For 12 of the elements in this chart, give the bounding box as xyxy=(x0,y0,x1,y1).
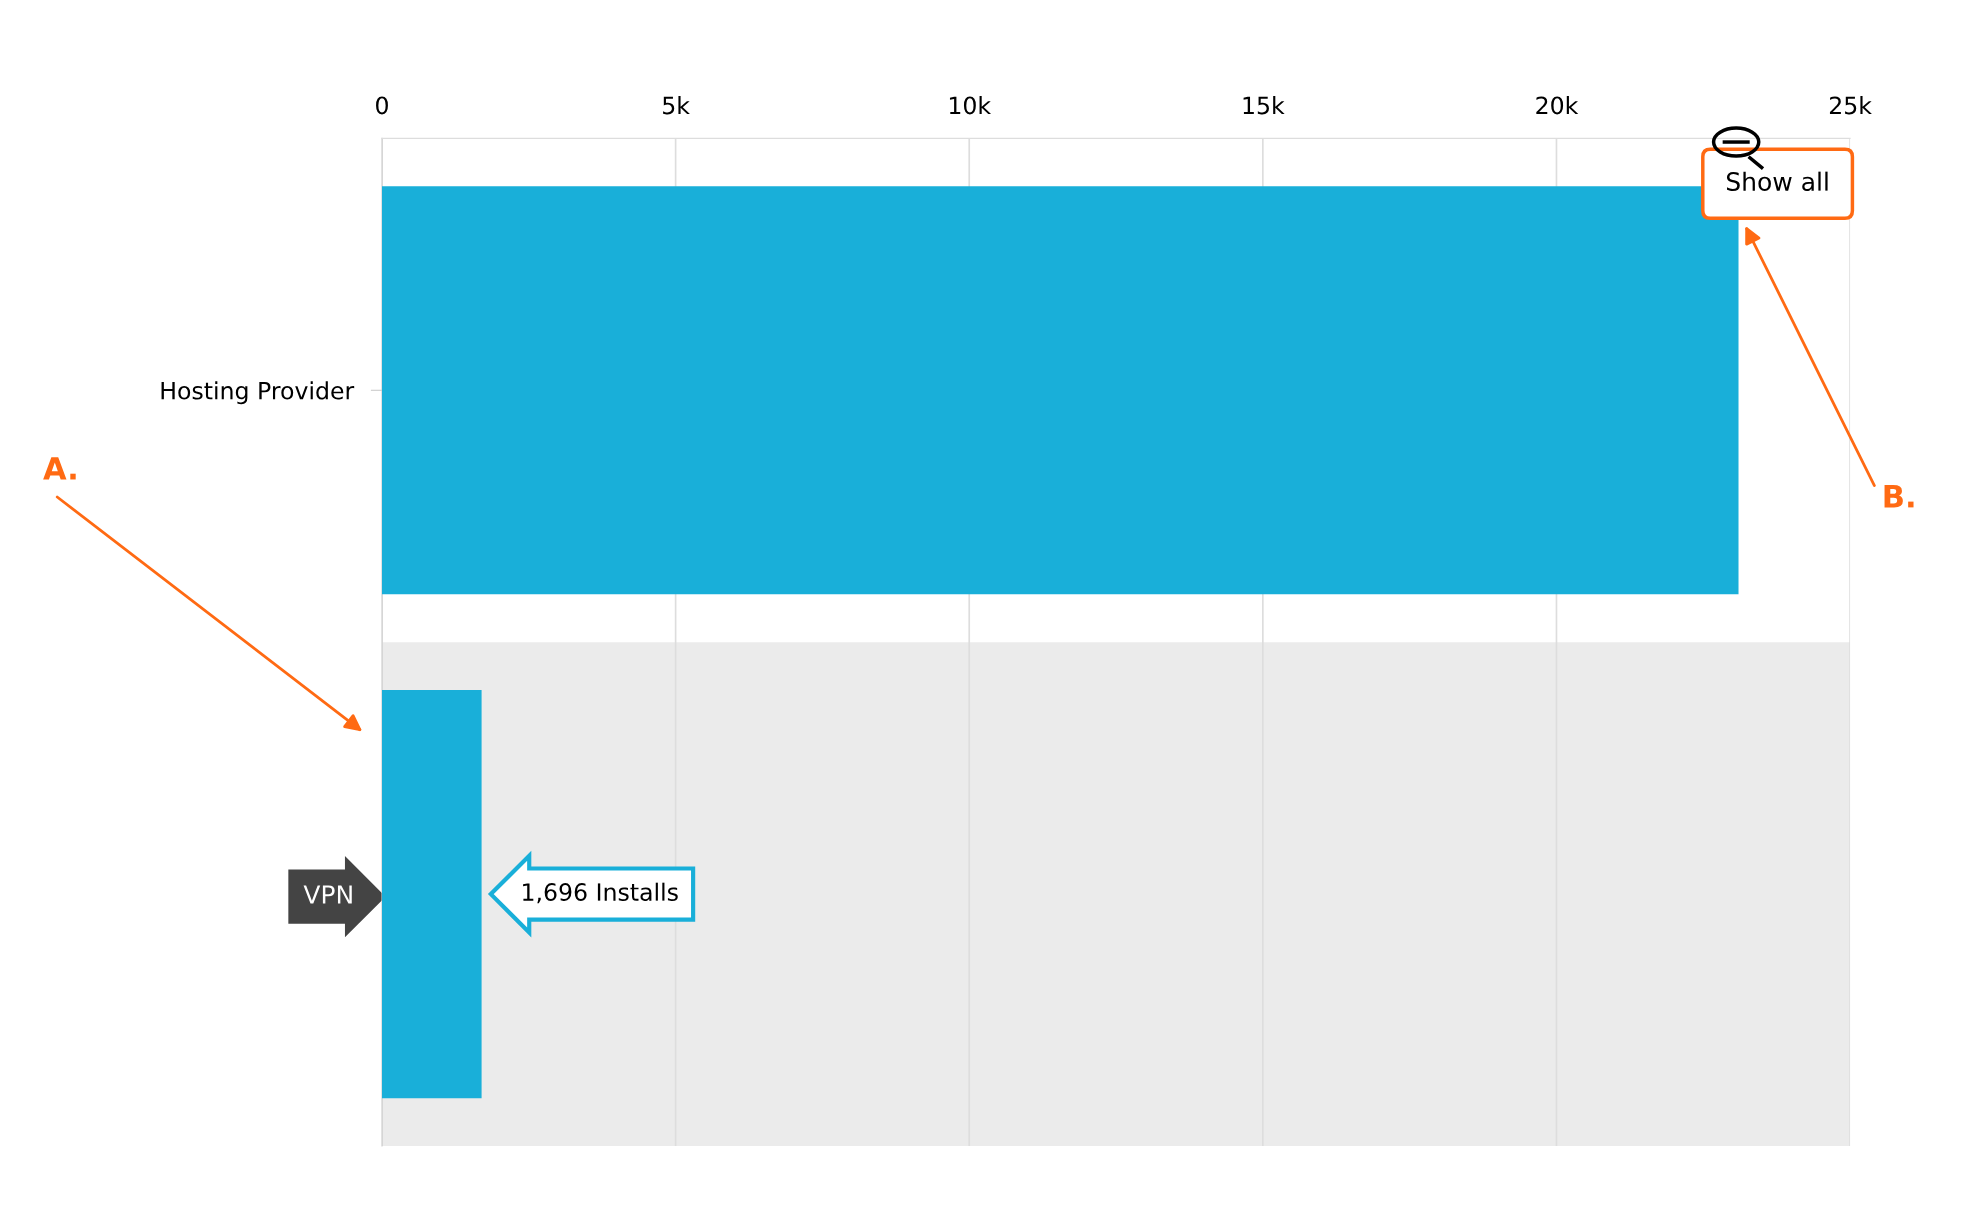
x-tick-label: 15k xyxy=(1243,96,1285,115)
x-tick-label: 25k xyxy=(1829,96,1872,115)
text: B. xyxy=(1884,485,1914,508)
x-tick-label: 10k xyxy=(949,96,992,115)
text: A. xyxy=(43,457,76,480)
x-tick-label: 5k xyxy=(663,96,690,115)
data-label: 1,696 Installs xyxy=(523,882,678,904)
x-tick-label: 20k xyxy=(1536,96,1579,115)
y-tick-label: VPN xyxy=(303,885,352,904)
annotation: Show all xyxy=(1726,171,1828,191)
x-tick-label: 0 xyxy=(376,96,388,115)
y-tick-label: Hosting Provider xyxy=(161,381,355,405)
